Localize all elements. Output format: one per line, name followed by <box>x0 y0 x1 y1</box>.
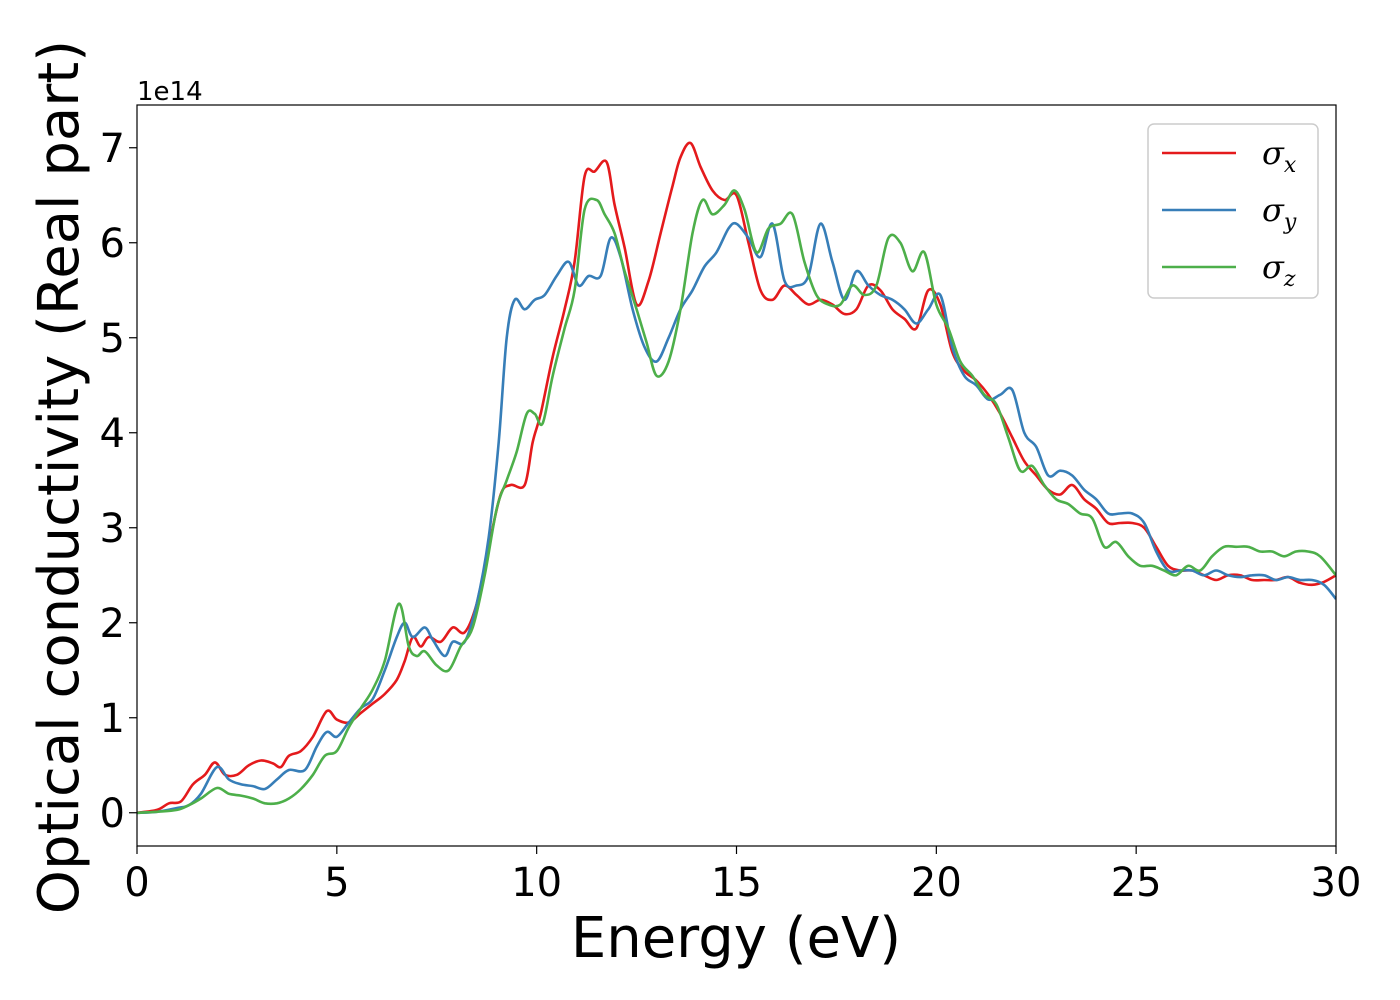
x-tick-label: 5 <box>324 860 349 906</box>
x-axis-label: Energy (eV) <box>571 906 901 971</box>
y-tick-label: 0 <box>100 791 125 837</box>
y-tick-label: 1 <box>100 696 125 742</box>
series-line-z <box>137 189 1336 815</box>
x-tick-label: 25 <box>1111 860 1162 906</box>
x-tick-label: 20 <box>911 860 962 906</box>
series-layer <box>137 141 1336 815</box>
x-tick-label: 0 <box>124 860 149 906</box>
x-tick-label: 10 <box>511 860 562 906</box>
y-tick-label: 6 <box>100 221 125 267</box>
y-offset-label: 1e14 <box>137 77 203 107</box>
y-axis-label: Optical conductivity (Real part) <box>27 40 92 914</box>
y-axis: 0 1 2 3 4 5 6 7 <box>100 126 137 837</box>
legend-subscript: x <box>1284 153 1297 178</box>
x-tick-label: 30 <box>1311 860 1362 906</box>
legend-subscript: z <box>1283 267 1296 292</box>
series-line-x <box>137 141 1336 815</box>
y-tick-label: 5 <box>100 316 125 362</box>
y-tick-label: 7 <box>100 126 125 172</box>
x-axis: 0 5 10 15 20 25 30 <box>124 846 1361 906</box>
x-tick-label: 15 <box>711 860 762 906</box>
y-tick-label: 4 <box>100 411 125 457</box>
legend-subscript: y <box>1283 210 1297 235</box>
y-tick-label: 2 <box>100 601 125 647</box>
y-tick-label: 3 <box>100 506 125 552</box>
